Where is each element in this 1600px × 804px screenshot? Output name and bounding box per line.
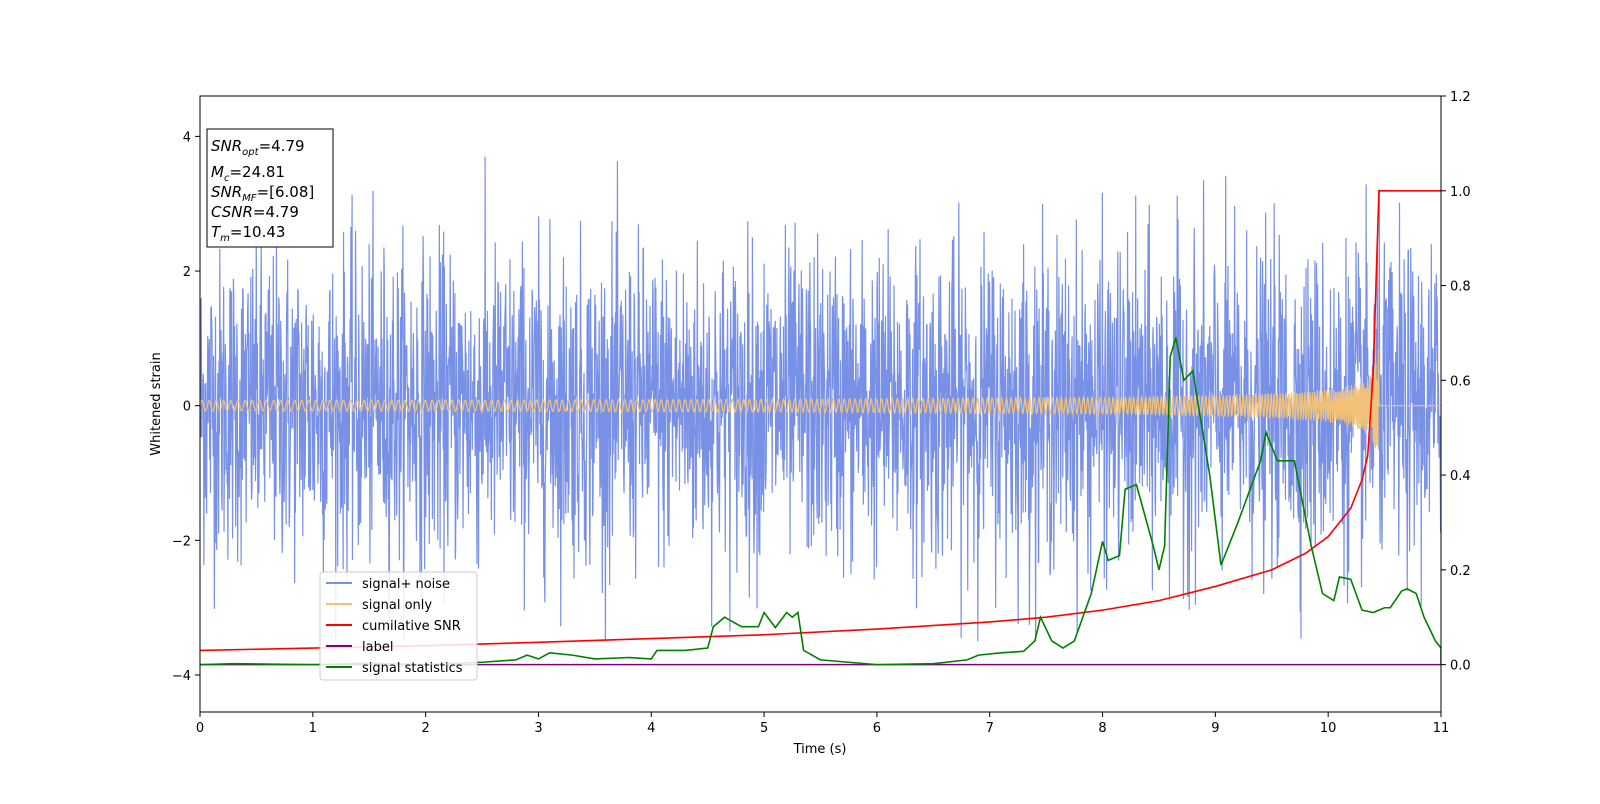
x-tick-label: 4 [647, 721, 655, 736]
x-tick-label: 9 [1211, 721, 1219, 736]
info-box: SNRopt=4.79 Mc=24.81 SNRMF=[6.08] CSNR=4… [206, 128, 334, 248]
legend-label: signal+ noise [362, 577, 450, 592]
info-box-frame [206, 128, 334, 248]
x-tick-label: 3 [534, 721, 542, 736]
x-tick-label: 5 [760, 721, 768, 736]
x-tick-label: 2 [421, 721, 429, 736]
legend: signal+ noise signal only cumilative SNR la… [319, 571, 478, 681]
x-tick-label: 0 [196, 721, 204, 736]
legend-label: cumilative SNR [362, 619, 461, 634]
axes-frame [199, 95, 1442, 713]
x-tick-label: 10 [1320, 721, 1337, 736]
info-snr-opt: SNRopt=4.79 [211, 137, 305, 158]
legend-label: signal only [362, 598, 432, 613]
x-tick-label: 11 [1433, 721, 1450, 736]
legend-items: signal+ noise signal only cumilative SNR la… [326, 577, 463, 676]
right-y-tick-label: 0.8 [1450, 280, 1471, 295]
info-snr-mf: SNRMF=[6.08] [211, 183, 314, 204]
legend-label: label [362, 640, 393, 655]
series-signal-noise [200, 156, 1441, 642]
right-y-axis: 0.0 0.2 0.4 0.6 0.8 1.0 1.2 [1441, 90, 1471, 674]
info-tm: Tm=10.43 [211, 223, 285, 244]
x-tick-label: 1 [309, 721, 317, 736]
x-axis: 0 1 2 3 4 5 6 7 8 9 10 11 [196, 712, 1449, 736]
right-y-tick-label: 0.2 [1450, 564, 1471, 579]
series-cumulative-snr [200, 189, 1441, 652]
left-y-tick-label: −2 [172, 534, 191, 549]
right-y-tick-label: 1.2 [1450, 90, 1471, 105]
series-signal-only [200, 349, 1441, 449]
left-y-axis: −4 −2 0 2 4 [172, 130, 200, 684]
info-csnr: CSNR=4.79 [211, 203, 299, 221]
left-y-tick-label: 2 [183, 265, 191, 280]
x-tick-label: 6 [873, 721, 881, 736]
x-tick-label: 7 [986, 721, 994, 736]
info-mc: Mc=24.81 [211, 163, 285, 184]
right-y-tick-label: 0.4 [1450, 469, 1471, 484]
y-axis-label: Whitened strain [149, 352, 164, 455]
left-y-tick-label: 0 [183, 400, 191, 415]
legend-label: signal statistics [362, 661, 463, 676]
right-y-tick-label: 0.6 [1450, 374, 1471, 389]
right-y-tick-label: 0.0 [1450, 659, 1471, 674]
x-tick-label: 8 [1098, 721, 1106, 736]
x-axis-label: Time (s) [793, 742, 847, 757]
right-y-tick-label: 1.0 [1450, 185, 1471, 200]
legend-frame [319, 571, 478, 681]
left-y-tick-label: 4 [183, 130, 191, 145]
series-signal-statistics [200, 337, 1441, 666]
left-y-tick-label: −4 [172, 669, 191, 684]
